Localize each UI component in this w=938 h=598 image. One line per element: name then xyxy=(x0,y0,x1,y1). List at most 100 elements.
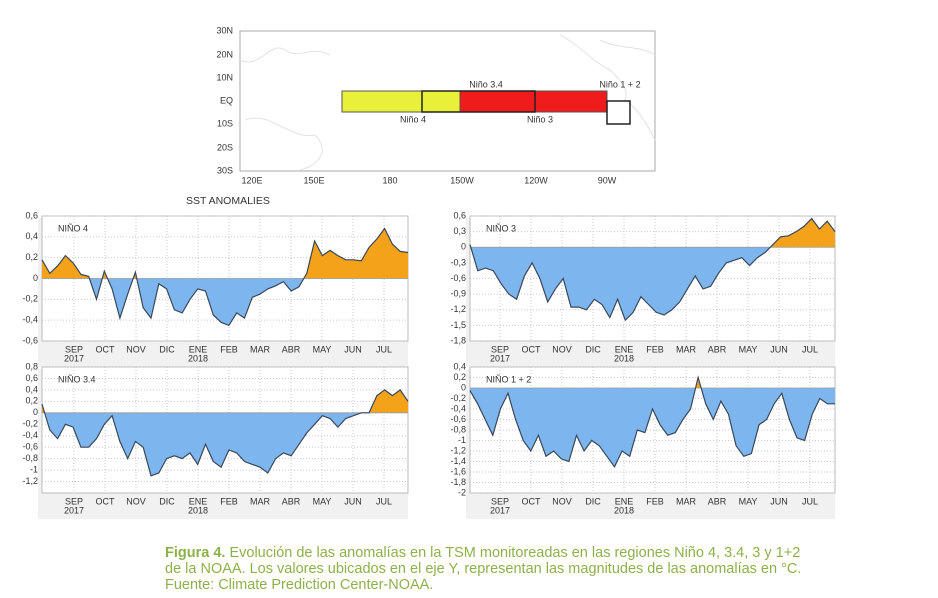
y-tick-label: -0,4 xyxy=(22,315,38,325)
x-tick-label: MAY xyxy=(739,496,758,506)
x-tick-label: MAY xyxy=(313,496,332,506)
lon-label: 90W xyxy=(598,175,617,185)
lat-label: 20N xyxy=(216,49,233,59)
y-tick-label: -0,6 xyxy=(450,414,466,424)
x-tick-label: ABR xyxy=(708,344,727,354)
x-tick-label: NOV xyxy=(126,496,146,506)
area-negative xyxy=(42,278,408,326)
anomaly-line xyxy=(469,375,835,468)
area-negative xyxy=(470,388,835,467)
y-tick-label: -1,5 xyxy=(450,320,466,330)
x-tick-label: JUN xyxy=(770,344,788,354)
y-tick-label: -2 xyxy=(458,487,466,497)
y-tick-label: 0 xyxy=(33,273,38,283)
y-tick-label: 0,6 xyxy=(25,373,38,383)
y-tick-label: -0,8 xyxy=(450,424,466,434)
caption-line: de la NOAA. Los valores ubicados en el e… xyxy=(165,561,801,577)
y-tick-label: -0,6 xyxy=(22,442,38,452)
y-tick-label: 0 xyxy=(461,382,466,392)
lat-label: EQ xyxy=(220,95,233,105)
x-tick-label: DIC xyxy=(585,344,601,354)
x-tick-label: ENE xyxy=(189,496,208,506)
x-tick-label: OCT xyxy=(96,496,116,506)
x-tick-label: MAR xyxy=(250,496,271,506)
y-tick-label: -1 xyxy=(30,464,38,474)
y-tick-label: 0,4 xyxy=(25,231,38,241)
x-tick-label: JUL xyxy=(802,496,818,506)
x-tick-label: JUL xyxy=(802,344,818,354)
x-tick-label: MAY xyxy=(739,344,758,354)
nino3-region xyxy=(459,90,608,113)
x-tick-label: ENE xyxy=(615,344,634,354)
region-label: Niño 3 xyxy=(527,114,553,124)
lon-label: 120W xyxy=(524,175,548,185)
chart-title: NIÑO 1 + 2 xyxy=(486,374,531,384)
lat-label: 10S xyxy=(217,118,233,128)
y-tick-label: 0,6 xyxy=(453,210,466,220)
x-tick-sublabel: 2017 xyxy=(64,505,84,515)
y-tick-label: -0,6 xyxy=(450,273,466,283)
x-tick-label: JUN xyxy=(770,496,788,506)
caption-text: Evolución de las anomalías en la TSM mon… xyxy=(225,545,800,561)
region-label: Niño 1 + 2 xyxy=(599,79,640,89)
area-negative xyxy=(470,247,835,321)
y-tick-label: -1,2 xyxy=(450,304,466,314)
y-tick-label: -1,4 xyxy=(450,456,466,466)
x-tick-sublabel: 2017 xyxy=(490,505,510,515)
area-positive xyxy=(42,389,408,413)
x-tick-label: ENE xyxy=(615,496,634,506)
lat-label: 10N xyxy=(216,72,233,82)
x-tick-label: DIC xyxy=(159,496,175,506)
nino34-region xyxy=(421,90,536,113)
lon-label: 180 xyxy=(382,175,397,185)
x-tick-label: JUN xyxy=(344,344,362,354)
lat-label: 30N xyxy=(216,25,233,35)
y-tick-label: 0 xyxy=(33,407,38,417)
y-tick-label: -0,6 xyxy=(22,335,38,345)
y-tick-label: -1,6 xyxy=(450,466,466,476)
y-tick-label: -0,8 xyxy=(22,453,38,463)
x-tick-label: NOV xyxy=(552,344,572,354)
x-tick-label: OCT xyxy=(96,344,116,354)
y-tick-label: 0,4 xyxy=(453,361,466,371)
lon-label: 120E xyxy=(241,175,262,185)
x-tick-sublabel: 2018 xyxy=(188,353,208,363)
x-tick-label: ABR xyxy=(708,496,727,506)
x-tick-label: MAR xyxy=(676,496,697,506)
x-tick-label: NOV xyxy=(552,496,572,506)
caption-line: Fuente: Climate Prediction Center-NOAA. xyxy=(165,577,433,593)
y-tick-label: -1 xyxy=(458,435,466,445)
x-tick-label: SEP xyxy=(65,344,83,354)
x-tick-label: SEP xyxy=(491,496,509,506)
x-tick-sublabel: 2018 xyxy=(614,505,634,515)
y-tick-label: -1,8 xyxy=(450,477,466,487)
x-tick-label: FEB xyxy=(220,496,238,506)
chart-title: NIÑO 3.4 xyxy=(58,374,96,384)
x-tick-label: FEB xyxy=(646,496,664,506)
area-positive xyxy=(470,218,835,248)
y-tick-label: 0,2 xyxy=(453,372,466,382)
x-tick-label: JUL xyxy=(376,496,392,506)
y-tick-label: -1,8 xyxy=(450,335,466,345)
anomaly-line xyxy=(469,217,836,322)
chart-title: NIÑO 4 xyxy=(58,223,88,233)
y-tick-label: -0,2 xyxy=(450,393,466,403)
section-label: SST ANOMALIES xyxy=(186,195,270,207)
x-tick-label: JUL xyxy=(376,344,392,354)
y-tick-label: 0,2 xyxy=(25,396,38,406)
y-tick-label: 0,8 xyxy=(25,361,38,371)
x-tick-sublabel: 2017 xyxy=(64,353,84,363)
region-label: Niño 3.4 xyxy=(469,79,503,89)
y-tick-label: -0,3 xyxy=(450,257,466,267)
x-tick-label: FEB xyxy=(220,344,238,354)
x-tick-label: MAR xyxy=(676,344,697,354)
y-tick-label: -0,9 xyxy=(450,289,466,299)
x-tick-label: DIC xyxy=(159,344,175,354)
x-tick-label: ABR xyxy=(282,496,301,506)
map-coastlines xyxy=(239,34,656,171)
y-tick-label: -0,4 xyxy=(450,403,466,413)
x-tick-label: OCT xyxy=(522,344,542,354)
lat-label: 20S xyxy=(217,142,233,152)
